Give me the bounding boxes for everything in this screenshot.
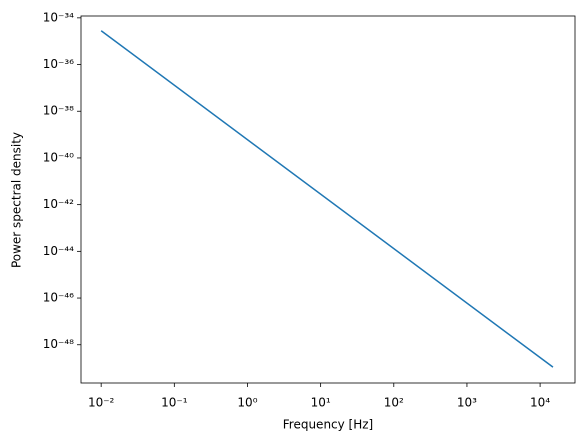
data-line [100, 30, 554, 368]
x-tick-label: 10⁰ [237, 396, 257, 410]
y-tick-label: 10⁻⁴⁶ [43, 291, 74, 305]
y-axis-label: Power spectral density [10, 132, 24, 268]
y-tick-label: 10⁻³⁸ [43, 104, 74, 118]
x-tick-label: 10⁻¹ [161, 396, 188, 410]
x-tick-label: 10⁴ [530, 396, 550, 410]
y-tick-label: 10⁻⁴⁰ [43, 150, 74, 164]
y-tick-label: 10⁻⁴² [43, 197, 74, 211]
x-tick-label: 10³ [457, 396, 477, 410]
y-tick-label: 10⁻³⁴ [43, 10, 74, 24]
x-tick-label: 10² [384, 396, 404, 410]
y-tick-label: 10⁻⁴⁸ [43, 337, 74, 351]
x-tick-label: 10⁻² [88, 396, 115, 410]
y-tick-label: 10⁻³⁶ [43, 57, 74, 71]
plot-frame [80, 15, 576, 384]
x-tick-label: 10¹ [311, 396, 331, 410]
y-tick-label: 10⁻⁴⁴ [43, 244, 74, 258]
x-axis-label: Frequency [Hz] [283, 418, 374, 432]
